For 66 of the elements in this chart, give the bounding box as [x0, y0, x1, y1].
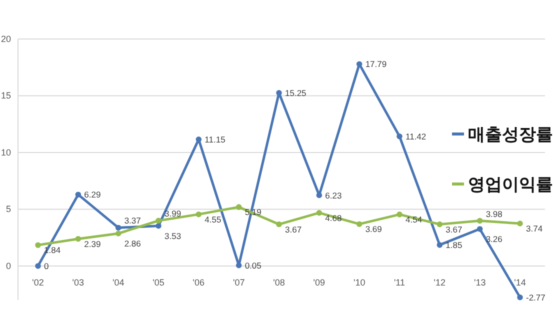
point: [276, 221, 282, 228]
data-label: 11.42: [406, 131, 426, 142]
data-label: 15.25: [285, 88, 307, 98]
data-label: 17.79: [365, 59, 387, 70]
x-tick-label: '12: [434, 277, 446, 288]
point: [436, 221, 443, 228]
x-tick-label: '08: [273, 277, 285, 288]
point: [115, 224, 122, 231]
point: [476, 218, 483, 224]
data-label: 3.74: [526, 224, 543, 234]
point: [156, 218, 162, 224]
legend-label: 영업이익률: [468, 175, 553, 194]
point: [236, 262, 242, 268]
point: [236, 204, 242, 210]
point: [356, 221, 362, 227]
y-tick-label: 0: [6, 260, 11, 271]
x-tick-label: '03: [72, 277, 84, 288]
data-label: 3.98: [486, 208, 503, 219]
point: [196, 211, 202, 218]
point: [517, 294, 523, 300]
x-tick-label: '02: [32, 277, 44, 288]
x-tick-label: '14: [514, 277, 526, 288]
x-tick-label: '06: [192, 277, 205, 288]
point: [115, 230, 122, 236]
y-tick-label: 5: [6, 204, 11, 214]
y-tick-label: 20: [0, 34, 11, 44]
point: [75, 192, 82, 198]
data-label: 3.37: [124, 216, 142, 226]
data-label: 3.26: [486, 234, 503, 244]
point: [35, 242, 41, 248]
x-tick-label: '07: [232, 277, 245, 288]
x-tick-label: '13: [474, 277, 486, 288]
point: [436, 242, 443, 248]
point: [476, 226, 483, 232]
point: [517, 220, 523, 226]
data-label: 6.23: [325, 190, 342, 200]
data-label: 3.99: [164, 208, 182, 219]
data-label: 4.55: [204, 214, 222, 224]
point: [316, 210, 322, 216]
x-tick-label: '09: [313, 277, 326, 288]
point: [75, 236, 82, 242]
x-tick-label: '04: [112, 277, 124, 288]
data-label: -2.77: [526, 292, 546, 302]
data-label: 1.85: [446, 240, 462, 250]
x-tick-label: '11: [394, 277, 406, 288]
data-label: 0.05: [244, 260, 262, 270]
point: [396, 212, 402, 218]
data-label: 11.15: [204, 134, 226, 144]
point: [356, 61, 362, 67]
data-label: 3.67: [446, 224, 462, 234]
point: [396, 133, 402, 140]
legend-label: 매출성장률: [468, 125, 553, 144]
data-label: 3.67: [285, 224, 302, 234]
x-tick-label: '10: [353, 277, 366, 288]
data-label: 2.86: [124, 238, 142, 248]
y-tick-label: 15: [0, 90, 11, 101]
x-tick-label: '05: [152, 277, 164, 288]
data-label: 2.39: [84, 238, 101, 249]
data-label: 6.29: [84, 190, 101, 200]
y-tick-label: 10: [0, 147, 11, 158]
data-label: 0: [44, 260, 49, 271]
data-label: 3.69: [365, 224, 382, 234]
point: [156, 223, 162, 229]
point: [276, 90, 282, 96]
data-label: 3.53: [164, 230, 182, 241]
point: [35, 263, 41, 269]
